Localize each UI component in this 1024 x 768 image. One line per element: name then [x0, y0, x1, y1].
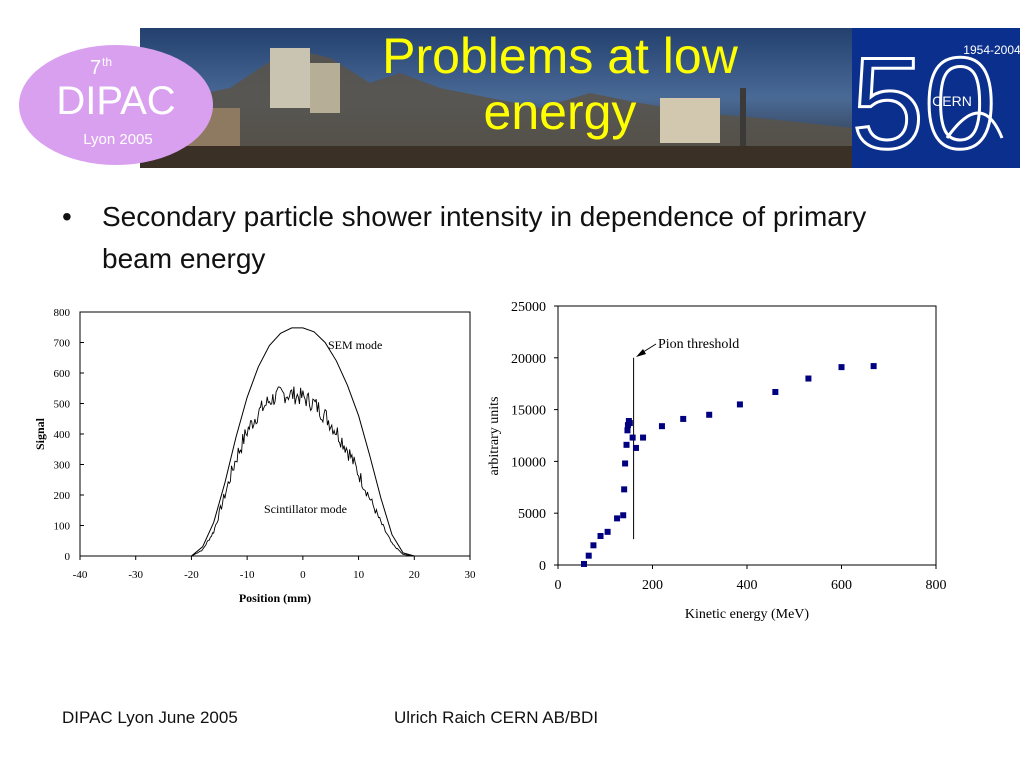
chart1-x-tick-label: 20 [409, 569, 421, 581]
chart2-data-point [736, 401, 743, 408]
chart2-data-point [838, 364, 845, 371]
footer-center: Ulrich Raich CERN AB/BDI [394, 708, 599, 727]
chart2-data-point [632, 444, 639, 451]
chart2-x-tick-label: 200 [642, 578, 663, 593]
cern-logo-number: 50 [852, 30, 996, 168]
chart1-x-tick-label: -10 [240, 569, 255, 581]
chart1-annotation-sem: SEM mode [328, 338, 382, 352]
bullet-text: Secondary particle shower intensity in d… [102, 201, 867, 274]
chart2-x-tick-label: 800 [926, 578, 947, 593]
chart1-y-tick-label: 800 [54, 307, 71, 319]
chart2-data-point [622, 460, 629, 467]
chart2-y-tick-label: 15000 [511, 404, 546, 419]
chart1-x-tick-label: 0 [300, 569, 306, 581]
cityscape-image [140, 28, 852, 168]
dipac-logo-number: 7 [90, 57, 101, 79]
chart1-x-tick-label: -20 [184, 569, 199, 581]
chart1-x-tick-label: -30 [128, 569, 143, 581]
cern-50-logo: 1954-2004 50 CERN [850, 28, 1021, 178]
dipac-logo: 7 th DIPAC Lyon 2005 [19, 45, 213, 165]
chart1-y-tick-label: 0 [65, 551, 71, 563]
chart1-y-tick-label: 400 [54, 429, 71, 441]
chart2-data-point [658, 423, 665, 430]
signal-vs-position-chart: 0 100 200 300 400 500 600 700 800 -40 -30 -20 -10 0 1… [33, 307, 477, 605]
chart2-data-point [580, 560, 587, 567]
chart2-data-point [623, 441, 630, 448]
dipac-logo-name: DIPAC [56, 79, 175, 123]
chart2-x-tick-label: 0 [555, 578, 562, 593]
chart2-data-point [629, 434, 636, 441]
chart1-x-tick-label: 10 [353, 569, 365, 581]
chart1-y-tick-label: 500 [54, 399, 71, 411]
chart2-data-point [597, 532, 604, 539]
chart1-y-tick-label: 700 [54, 338, 71, 350]
chart2-data-point [706, 411, 713, 418]
chart2-y-tick-label: 10000 [511, 455, 546, 470]
chart2-data-point [624, 427, 631, 434]
chart2-y-tick-label: 5000 [518, 507, 546, 522]
chart1-series-scintillator-mode [107, 386, 448, 557]
chart1-x-axis-label: Position (mm) [239, 591, 311, 605]
chart2-x-tick-label: 400 [737, 578, 758, 593]
chart2-data-point [870, 363, 877, 370]
chart1-series-sem-mode [107, 327, 448, 557]
chart2-data-point [680, 415, 687, 422]
chart1-plot-frame [79, 311, 471, 557]
chart2-data-point [772, 388, 779, 395]
chart2-x-axis-label: Kinetic energy (MeV) [685, 607, 809, 622]
chart2-annotation-pion-threshold: Pion threshold [658, 337, 739, 352]
cern-logo-name: CERN [932, 93, 972, 109]
chart2-y-axis-label: arbitrary units [487, 397, 502, 476]
bullet-marker: • [62, 201, 72, 232]
chart2-data-point [621, 486, 628, 493]
chart2-y-tick-label: 0 [539, 559, 546, 574]
chart2-data-point [805, 375, 812, 382]
chart2-data-point [620, 512, 627, 519]
chart1-x-tick-label: 30 [465, 569, 477, 581]
dipac-logo-sup: th [102, 55, 112, 69]
chart2-plot-frame [557, 305, 937, 566]
dipac-logo-location: Lyon 2005 [83, 131, 153, 148]
header-banner-photo [140, 28, 852, 168]
footer-left: DIPAC Lyon June 2005 [62, 708, 238, 727]
chart2-data-point [626, 420, 633, 427]
chart1-y-tick-label: 300 [54, 460, 71, 472]
chart1-y-tick-label: 100 [54, 521, 71, 533]
chart2-data-point [604, 528, 611, 535]
chart2-y-tick-label: 25000 [511, 300, 546, 315]
chart1-y-tick-label: 600 [54, 368, 71, 380]
chart2-x-tick-label: 600 [831, 578, 852, 593]
chart2-data-point [640, 434, 647, 441]
chart2-data-point [590, 542, 597, 549]
chart1-annotation-scintillator: Scintillator mode [264, 502, 347, 516]
slide-title: Problems at low energy [382, 28, 738, 140]
chart1-x-tick-label: -40 [73, 569, 88, 581]
chart2-y-tick-label: 20000 [511, 352, 546, 367]
chart1-y-axis-label: Signal [33, 417, 47, 450]
cern-logo-years: 1954-2004 [963, 43, 1020, 57]
cern-logo-graphic: 1954-2004 50 CERN [850, 29, 1021, 178]
chart2-data-point [585, 552, 592, 559]
chart2-data-point [614, 515, 621, 522]
chart1-y-tick-label: 200 [54, 490, 71, 502]
